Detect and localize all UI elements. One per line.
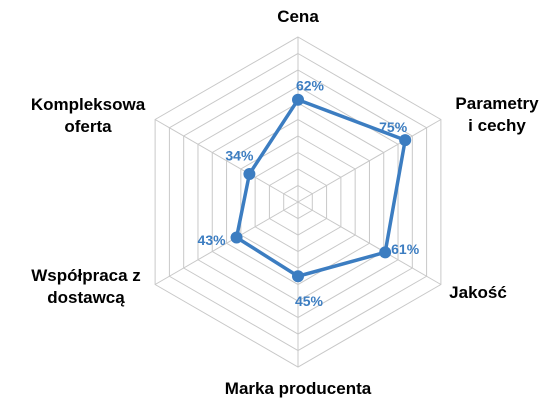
data-label: 61% (391, 241, 420, 257)
category-label: Kompleksowa oferta (31, 95, 146, 136)
data-label: 34% (225, 148, 254, 164)
radar-grid (154, 36, 442, 368)
grid-spoke (297, 201, 442, 285)
data-point (399, 134, 412, 147)
category-label: Marka producenta (225, 379, 372, 398)
category-label-line: Marka producenta (225, 379, 372, 398)
data-label: 43% (198, 232, 227, 248)
series-layer: 62% 75% 61% 45% 43% 34% (198, 77, 420, 309)
grid-spoke (297, 119, 442, 203)
data-point (379, 246, 392, 259)
category-label: Cena (277, 7, 319, 26)
category-label-line: Współpraca z (31, 266, 141, 285)
grid-spoke (154, 119, 299, 203)
category-label-line: Jakość (449, 283, 507, 302)
data-point (292, 93, 304, 106)
data-point (230, 231, 243, 244)
axis-labels: Cena Parametry i cechy Jakość Marka producen… (31, 7, 539, 398)
category-label-line: Cena (277, 7, 319, 26)
data-point (243, 167, 256, 180)
category-label-line: dostawcą (47, 288, 125, 307)
category-label: Jakość (449, 283, 507, 302)
category-label-line: oferta (64, 117, 112, 136)
category-label: Parametry i cechy (455, 94, 539, 135)
category-label-line: Parametry (455, 94, 539, 113)
data-point (292, 270, 304, 283)
data-label: 75% (379, 119, 408, 135)
data-label: 62% (296, 77, 325, 93)
grid-spoke (154, 201, 299, 285)
category-label-line: Kompleksowa (31, 95, 146, 114)
category-label-line: i cechy (468, 116, 526, 135)
category-label: Współpraca z dostawcą (31, 266, 141, 307)
data-label: 45% (295, 293, 324, 309)
